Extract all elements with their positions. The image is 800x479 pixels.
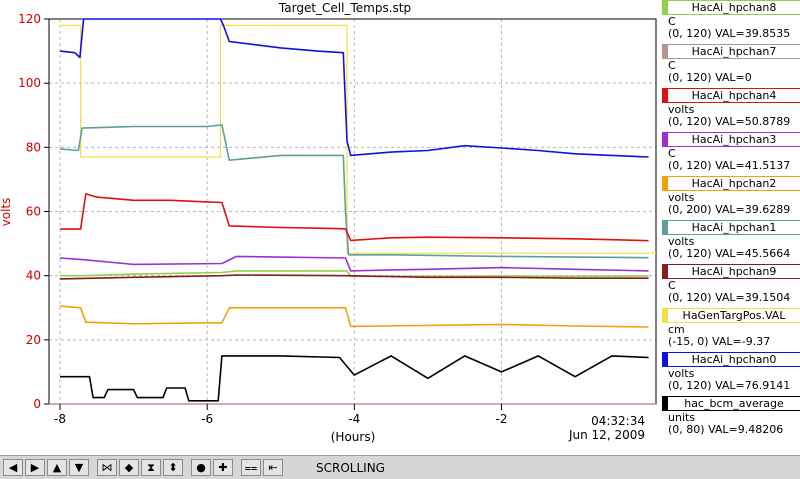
y-tick-label: 120: [18, 12, 41, 26]
legend-series-range: (0, 120) VAL=45.5664: [668, 247, 791, 260]
legend-series-range: (0, 120) VAL=41.5137: [668, 159, 791, 172]
legend-entry[interactable]: HacAi_hpchan9 C (0, 120) VAL=39.1504: [660, 264, 800, 308]
add-pen-button[interactable]: ✚: [213, 459, 233, 476]
y-tick-label: 40: [26, 269, 41, 283]
legend-entry[interactable]: hac_bcm_average units (0, 80) VAL=9.48206: [660, 396, 800, 440]
scroll-up-button[interactable]: ▲: [47, 459, 67, 476]
legend-series-range: (0, 120) VAL=50.8789: [668, 115, 791, 128]
legend-series-name[interactable]: HacAi_hpchan8: [662, 0, 800, 15]
x-axis: -8 -6 -4 -2: [54, 404, 507, 426]
legend-series-unit: volts: [668, 103, 695, 116]
series-line-hacai-hpchan9: [59, 274, 649, 280]
legend-series-unit: cm: [668, 323, 685, 336]
legend-series-unit: C: [668, 59, 676, 72]
legend-series-unit: volts: [668, 367, 695, 380]
y-axis-label: volts: [0, 198, 13, 227]
chart-title: Target_Cell_Temps.stp: [278, 1, 411, 15]
legend-series-name[interactable]: HacAi_hpchan1: [662, 220, 800, 235]
legend-series-name[interactable]: hac_bcm_average: [662, 396, 800, 411]
legend-series-unit: volts: [668, 191, 695, 204]
timestamp-date: Jun 12, 2009: [568, 428, 645, 442]
legend-series-unit: C: [668, 15, 676, 28]
toolbar: ◀ ▶ ▲ ▼ ⋈ ◆ ⧗ ⬍ ● ✚ ⩵ ⇤ SCROLLING: [0, 455, 800, 479]
series-line-hacai-hpchan3: [59, 255, 649, 272]
legend-series-unit: C: [668, 279, 676, 292]
series-line-hacai-hpchan1: [59, 124, 649, 259]
series-line-hacai-hpchan2: [59, 305, 649, 328]
legend-entry[interactable]: HaGenTargPos.VAL cm (-15, 0) VAL=-9.37: [660, 308, 800, 352]
series-line-hac-bcm-average: [60, 355, 649, 402]
x-axis-label: (Hours): [331, 430, 376, 444]
x-tick-label: -4: [348, 412, 360, 426]
legend-series-unit: units: [668, 411, 696, 424]
series-line-hagentargpos-val: [60, 24, 656, 254]
series-line-hacai-hpchan4: [60, 193, 649, 242]
legend-entry[interactable]: HacAi_hpchan0 volts (0, 120) VAL=76.9141: [660, 352, 800, 396]
legend-entry[interactable]: HacAi_hpchan3 C (0, 120) VAL=41.5137: [660, 132, 800, 176]
legend-series-name[interactable]: HacAi_hpchan7: [662, 44, 800, 59]
scroll-mode-button[interactable]: ⇤: [263, 459, 283, 476]
x-tick-label: -2: [496, 412, 508, 426]
auto-scale-button[interactable]: ⩵: [241, 459, 261, 476]
zoom-in-x-button[interactable]: ⋈: [97, 459, 117, 476]
series-layer: [49, 18, 656, 405]
scroll-down-button[interactable]: ▼: [69, 459, 89, 476]
legend-entry[interactable]: HacAi_hpchan1 volts (0, 120) VAL=45.5664: [660, 220, 800, 264]
scroll-left-button[interactable]: ◀: [3, 459, 23, 476]
toolbar-status: SCROLLING: [316, 461, 385, 475]
y-tick-label: 20: [26, 333, 41, 347]
legend-series-name[interactable]: HaGenTargPos.VAL: [662, 308, 800, 323]
legend-entry[interactable]: HacAi_hpchan4 volts (0, 120) VAL=50.8789: [660, 88, 800, 132]
legend-series-range: (0, 80) VAL=9.48206: [668, 423, 784, 436]
strip-chart: Target_Cell_Temps.stp 0 20 40 60 80 100 120 -8…: [0, 1, 657, 444]
y-tick-label: 0: [33, 397, 41, 411]
y-axis: 0 20 40 60 80 100 120: [18, 12, 49, 411]
legend-series-name[interactable]: HacAi_hpchan2: [662, 176, 800, 191]
legend-series-range: (0, 120) VAL=39.8535: [668, 27, 791, 40]
grid-lines: [49, 19, 656, 404]
legend-series-name[interactable]: HacAi_hpchan3: [662, 132, 800, 147]
legend-entry[interactable]: HacAi_hpchan2 volts (0, 200) VAL=39.6289: [660, 176, 800, 220]
x-tick-label: -8: [54, 412, 66, 426]
legend-entry[interactable]: HacAi_hpchan8 C (0, 120) VAL=39.8535: [660, 0, 800, 44]
series-line-hacai-hpchan0: [59, 18, 649, 158]
y-tick-label: 100: [18, 76, 41, 90]
legend-series-range: (0, 200) VAL=39.6289: [668, 203, 791, 216]
timestamp-time: 04:32:34: [591, 414, 645, 428]
legend-series-name[interactable]: HacAi_hpchan4: [662, 88, 800, 103]
legend-series-name[interactable]: HacAi_hpchan9: [662, 264, 800, 279]
legend-series-unit: volts: [668, 235, 695, 248]
legend-series-name[interactable]: HacAi_hpchan0: [662, 352, 800, 367]
zoom-out-y-button[interactable]: ⬍: [163, 459, 183, 476]
scroll-right-button[interactable]: ▶: [25, 459, 45, 476]
y-tick-label: 80: [26, 140, 41, 154]
settings-button[interactable]: ●: [191, 459, 211, 476]
legend-entry[interactable]: HacAi_hpchan7 C (0, 120) VAL=0: [660, 44, 800, 88]
legend-series-range: (0, 120) VAL=39.1504: [668, 291, 791, 304]
legend-series-unit: C: [668, 147, 676, 160]
x-tick-label: -6: [201, 412, 213, 426]
zoom-in-y-button[interactable]: ⧗: [141, 459, 161, 476]
legend: HacAi_hpchan8 C (0, 120) VAL=39.8535 HacAi_…: [660, 0, 800, 455]
zoom-out-x-button[interactable]: ◆: [119, 459, 139, 476]
legend-series-range: (0, 120) VAL=76.9141: [668, 379, 791, 392]
legend-series-range: (0, 120) VAL=0: [668, 71, 752, 84]
y-tick-label: 60: [26, 205, 41, 219]
legend-series-range: (-15, 0) VAL=-9.37: [668, 335, 771, 348]
series-line-hacai-hpchan8: [60, 270, 649, 278]
